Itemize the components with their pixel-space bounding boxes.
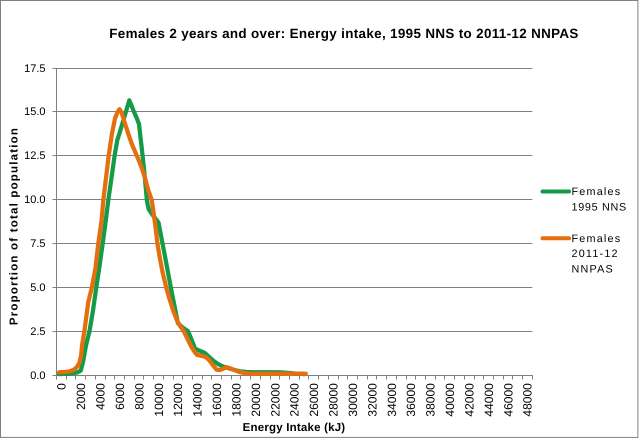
svg-text:Females: Females — [572, 186, 622, 198]
svg-text:28000: 28000 — [327, 383, 341, 417]
svg-text:16000: 16000 — [210, 383, 224, 417]
svg-text:30000: 30000 — [346, 383, 360, 417]
svg-text:14000: 14000 — [191, 383, 205, 417]
svg-text:7.5: 7.5 — [30, 238, 45, 250]
svg-text:Proportion of total population: Proportion of total population — [9, 127, 21, 325]
svg-text:2.5: 2.5 — [30, 326, 45, 338]
svg-text:1995 NNS: 1995 NNS — [572, 202, 627, 214]
svg-text:36000: 36000 — [404, 383, 418, 417]
svg-text:46000: 46000 — [501, 383, 515, 417]
svg-text:34000: 34000 — [385, 383, 399, 417]
svg-text:Females 2 years and over: Ener: Females 2 years and over: Energy intake,… — [109, 26, 578, 41]
svg-text:0.0: 0.0 — [30, 370, 45, 382]
svg-text:Females: Females — [572, 233, 622, 245]
svg-text:18000: 18000 — [229, 383, 243, 417]
svg-text:40000: 40000 — [443, 383, 457, 417]
svg-text:12.5: 12.5 — [24, 150, 45, 162]
svg-text:20000: 20000 — [249, 383, 263, 417]
svg-text:NNPAS: NNPAS — [572, 264, 614, 276]
svg-text:22000: 22000 — [268, 383, 282, 417]
svg-text:24000: 24000 — [288, 383, 302, 417]
svg-text:42000: 42000 — [462, 383, 476, 417]
svg-text:10000: 10000 — [152, 383, 166, 417]
svg-text:5.0: 5.0 — [30, 282, 45, 294]
svg-text:12000: 12000 — [171, 383, 185, 417]
svg-text:2011-12: 2011-12 — [572, 248, 619, 260]
svg-text:Energy Intake (kJ): Energy Intake (kJ) — [243, 422, 346, 434]
svg-text:2000: 2000 — [74, 383, 88, 410]
svg-text:4000: 4000 — [94, 383, 108, 410]
svg-text:17.5: 17.5 — [24, 63, 45, 75]
svg-text:38000: 38000 — [424, 383, 438, 417]
svg-text:6000: 6000 — [113, 383, 127, 410]
svg-text:26000: 26000 — [307, 383, 321, 417]
svg-text:0: 0 — [55, 383, 69, 390]
svg-text:44000: 44000 — [482, 383, 496, 417]
svg-text:8000: 8000 — [132, 383, 146, 410]
svg-text:48000: 48000 — [521, 383, 535, 417]
svg-text:15.0: 15.0 — [24, 106, 45, 118]
svg-text:10.0: 10.0 — [24, 194, 45, 206]
svg-text:32000: 32000 — [365, 383, 379, 417]
